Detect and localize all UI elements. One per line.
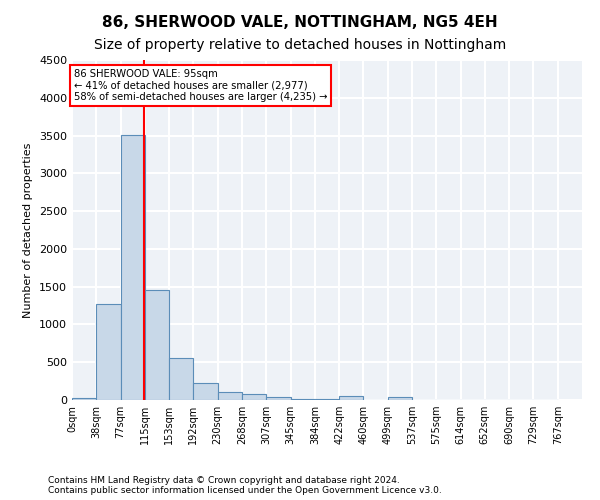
Bar	[339, 396, 364, 400]
Text: 86 SHERWOOD VALE: 95sqm
← 41% of detached houses are smaller (2,977)
58% of semi: 86 SHERWOOD VALE: 95sqm ← 41% of detache…	[74, 69, 328, 102]
Y-axis label: Number of detached properties: Number of detached properties	[23, 142, 34, 318]
Bar	[290, 399, 315, 400]
Bar	[96, 304, 121, 400]
Bar	[169, 358, 193, 400]
Bar	[242, 394, 266, 400]
Bar	[315, 399, 339, 400]
Bar	[388, 397, 412, 400]
Bar	[121, 135, 145, 400]
Bar	[266, 396, 290, 400]
Bar	[72, 398, 96, 400]
Text: 86, SHERWOOD VALE, NOTTINGHAM, NG5 4EH: 86, SHERWOOD VALE, NOTTINGHAM, NG5 4EH	[102, 15, 498, 30]
Bar	[218, 392, 242, 400]
Text: Size of property relative to detached houses in Nottingham: Size of property relative to detached ho…	[94, 38, 506, 52]
Text: Contains public sector information licensed under the Open Government Licence v3: Contains public sector information licen…	[48, 486, 442, 495]
Text: Contains HM Land Registry data © Crown copyright and database right 2024.: Contains HM Land Registry data © Crown c…	[48, 476, 400, 485]
Bar	[145, 290, 169, 400]
Bar	[193, 382, 218, 400]
